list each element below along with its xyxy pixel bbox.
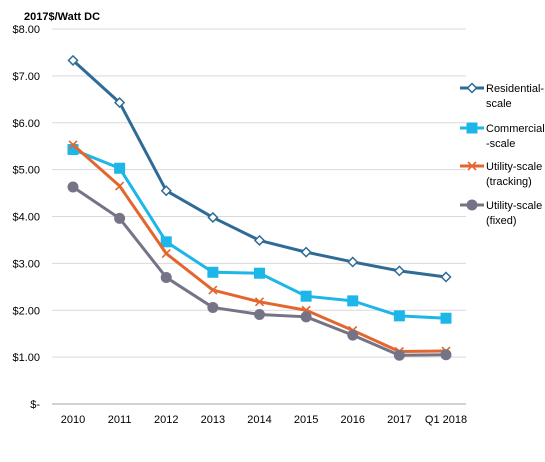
x-tick-label: 2012: [154, 414, 178, 426]
data-point: [440, 349, 452, 361]
legend-label: scale: [486, 98, 512, 110]
x-tick-label: Q1 2018: [425, 414, 467, 426]
data-point: [393, 310, 405, 322]
series-line: [71, 143, 448, 353]
x-tick-label: 2014: [247, 414, 271, 426]
series-2: [67, 143, 452, 324]
data-point: [393, 265, 405, 277]
legend-item: Utility-scale (tracking): [460, 161, 542, 188]
x-tick-label: 2013: [201, 414, 225, 426]
data-point: [440, 271, 452, 283]
chart-title: 2017$/Watt DC: [24, 11, 100, 23]
data-point: [300, 246, 312, 258]
series-1: [67, 54, 452, 283]
legend-label: Residential-: [486, 83, 544, 95]
legend-label: Utility-scale: [486, 161, 542, 173]
legend-label: (tracking): [486, 176, 532, 188]
series-3: [68, 140, 451, 357]
x-tick-label: 2017: [387, 414, 411, 426]
y-tick-label: $4.00: [12, 212, 40, 224]
series-line: [71, 147, 448, 320]
data-point: [114, 212, 126, 224]
legend-item: Commercial -scale: [460, 122, 545, 150]
x-marker-stroke: [68, 140, 78, 150]
x-tick-label: 2015: [294, 414, 318, 426]
legend-label: Utility-scale: [486, 200, 542, 212]
data-point: [347, 295, 359, 307]
series-lines: [67, 54, 452, 361]
series-4: [67, 181, 452, 361]
data-point: [160, 185, 172, 197]
data-point: [208, 285, 218, 295]
legend-marker: [466, 82, 478, 94]
legend-item: Residential-scale: [460, 82, 544, 110]
data-point: [207, 266, 219, 278]
data-point: [393, 349, 405, 361]
data-point: [347, 256, 359, 268]
data-point: [67, 181, 79, 193]
x-tick-label: 2016: [341, 414, 365, 426]
data-point: [254, 267, 265, 279]
data-point: [207, 301, 219, 313]
data-point: [207, 211, 219, 223]
data-point: [160, 271, 172, 283]
data-point: [440, 312, 452, 324]
x-tick-label: 2010: [61, 414, 85, 426]
y-tick-label: $3.00: [12, 258, 40, 270]
data-point: [300, 311, 312, 323]
y-tick-label: $8.00: [12, 24, 40, 36]
y-tick-label: $6.00: [12, 118, 40, 130]
x-marker-stroke: [208, 285, 218, 295]
data-point: [114, 97, 126, 109]
y-tick-label: $-: [30, 399, 40, 411]
data-point: [253, 234, 266, 246]
gridlines: [52, 28, 466, 405]
data-point: [254, 297, 265, 307]
data-point: [160, 236, 172, 248]
legend-label: (fixed): [486, 215, 517, 227]
x-tick-label: 2011: [108, 414, 132, 426]
y-tick-label: $1.00: [12, 352, 40, 364]
data-point: [300, 290, 312, 302]
data-point: [115, 181, 125, 191]
x-marker-stroke: [467, 161, 477, 171]
x-axis-ticks: 2010 2011 2012 2013 2014 2015 2016 2017 Q1 2018: [61, 414, 467, 426]
data-point: [114, 162, 126, 174]
data-point: [68, 140, 78, 150]
y-axis-ticks: $- $1.00 $2.00 $3.00 $4.00 $5.00 $6.00 $7.00 $8.…: [12, 24, 40, 411]
legend-item: Utility-scale (fixed): [460, 199, 542, 227]
legend-marker: [467, 161, 477, 171]
data-point: [67, 54, 79, 66]
legend-marker: [466, 122, 478, 134]
legend: Residential-scale Commercial -scale Utility…: [460, 82, 545, 227]
data-point: [347, 329, 359, 341]
x-marker-stroke: [254, 297, 265, 307]
y-tick-label: $2.00: [12, 305, 40, 317]
legend-label: Commercial: [486, 123, 545, 135]
legend-label: -scale: [486, 138, 515, 150]
x-marker-stroke: [115, 181, 125, 191]
y-tick-label: $5.00: [12, 165, 40, 177]
legend-marker: [466, 199, 478, 211]
data-point: [254, 308, 265, 320]
data-point: [161, 248, 171, 259]
y-tick-label: $7.00: [12, 71, 40, 83]
x-marker-stroke: [161, 248, 171, 259]
